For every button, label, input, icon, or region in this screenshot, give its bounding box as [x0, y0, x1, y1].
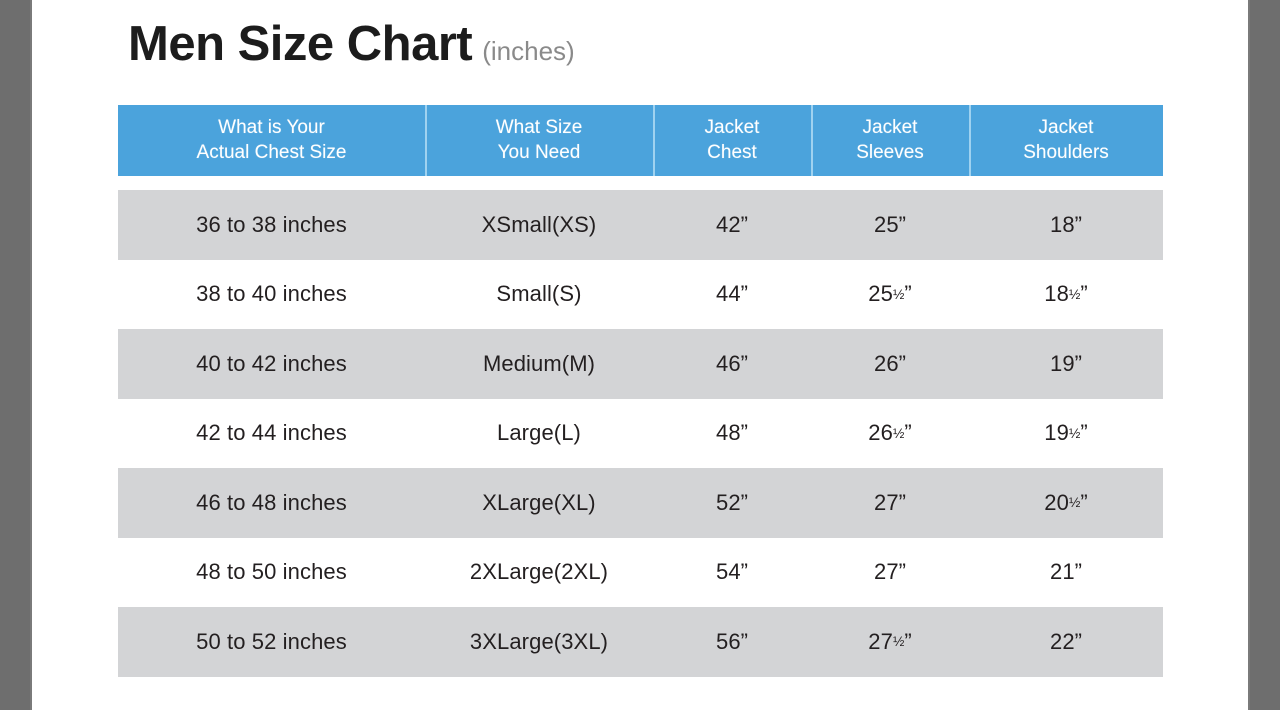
table-row: 40 to 42 inches Medium(M) 46” 26” 19”	[118, 329, 1163, 399]
cell-jacket-chest: 54”	[716, 559, 748, 585]
cell-jacket-shoulders: 18 ½”	[1044, 281, 1088, 307]
cell-jacket-shoulders: 21”	[1050, 559, 1082, 585]
cell-jacket-chest: 56”	[716, 628, 748, 654]
letterbox-left	[0, 0, 32, 710]
page-title: Men Size Chart (inches)	[128, 20, 575, 69]
cell-chest-range: 38 to 40 inches	[196, 281, 347, 307]
cell-chest-range: 50 to 52 inches	[196, 628, 347, 654]
cell-chest-range: 46 to 48 inches	[196, 489, 347, 515]
column-header-jacket-chest: Jacket Chest	[653, 105, 811, 176]
table-row: 38 to 40 inches Small(S) 44” 25 ½” 18 ½”	[118, 259, 1163, 329]
column-header-size-you-need: What Size You Need	[425, 105, 653, 176]
table-row: 42 to 44 inches Large(L) 48” 26 ½” 19 ½”	[118, 398, 1163, 468]
cell-size: XLarge(XL)	[482, 489, 596, 515]
cell-size: XSmall(XS)	[481, 211, 597, 237]
table-body: 36 to 38 inches XSmall(XS) 42” 25” 18” 38 to …	[118, 190, 1163, 677]
page-title-main: Men Size Chart	[128, 17, 473, 71]
table-row: 36 to 38 inches XSmall(XS) 42” 25” 18”	[118, 190, 1163, 260]
letterbox-seam-left	[30, 0, 32, 710]
cell-jacket-shoulders: 18”	[1050, 211, 1082, 237]
column-header-line2: Shoulders	[1023, 141, 1109, 163]
column-header-line1: What Size	[495, 117, 583, 139]
cell-jacket-sleeves: 26 ½”	[868, 420, 912, 446]
cell-jacket-shoulders: 20 ½”	[1044, 489, 1088, 515]
table-row: 48 to 50 inches 2XLarge(2XL) 54” 27” 21”	[118, 537, 1163, 607]
cell-jacket-chest: 42”	[716, 211, 748, 237]
header-body-gap	[118, 176, 1163, 190]
cell-jacket-shoulders: 22”	[1050, 628, 1082, 654]
cell-jacket-chest: 48”	[716, 420, 748, 446]
cell-size: Large(L)	[497, 420, 581, 446]
cell-jacket-shoulders: 19 ½”	[1044, 420, 1088, 446]
table-row: 50 to 52 inches 3XLarge(3XL) 56” 27 ½” 22”	[118, 607, 1163, 677]
cell-jacket-chest: 52”	[716, 489, 748, 515]
table-header-row: What is Your Actual Chest Size What Size…	[118, 105, 1163, 176]
cell-jacket-chest: 44”	[716, 281, 748, 307]
column-header-line1: Jacket	[1038, 117, 1094, 139]
column-header-line1: Jacket	[862, 117, 918, 139]
cell-chest-range: 40 to 42 inches	[196, 350, 347, 376]
cell-size: Small(S)	[496, 281, 582, 307]
cell-chest-range: 48 to 50 inches	[196, 559, 347, 585]
table-row: 46 to 48 inches XLarge(XL) 52” 27” 20 ½”	[118, 468, 1163, 538]
letterbox-seam-right	[1248, 0, 1250, 710]
column-header-jacket-shoulders: Jacket Shoulders	[969, 105, 1163, 176]
page-title-unit: (inches)	[482, 36, 575, 66]
cell-jacket-sleeves: 26”	[874, 350, 906, 376]
cell-jacket-sleeves: 27”	[874, 489, 906, 515]
cell-jacket-sleeves: 27 ½”	[868, 628, 912, 654]
column-header-line2: Actual Chest Size	[196, 141, 347, 163]
column-header-line2: Sleeves	[856, 141, 924, 163]
cell-size: 2XLarge(2XL)	[469, 559, 609, 585]
size-chart-table: What is Your Actual Chest Size What Size…	[118, 105, 1163, 677]
cell-size: 3XLarge(3XL)	[469, 628, 609, 654]
column-header-line2: You Need	[497, 141, 581, 163]
cell-jacket-sleeves: 25 ½”	[868, 281, 912, 307]
slide-surface: Men Size Chart (inches) What is Your Act…	[32, 0, 1248, 710]
cell-size: Medium(M)	[482, 350, 596, 376]
column-header-line1: What is Your	[218, 117, 325, 139]
cell-chest-range: 42 to 44 inches	[196, 420, 347, 446]
cell-jacket-sleeves: 27”	[874, 559, 906, 585]
cell-jacket-sleeves: 25”	[874, 211, 906, 237]
column-header-line2: Chest	[707, 141, 757, 163]
column-header-actual-chest-size: What is Your Actual Chest Size	[118, 105, 425, 176]
column-header-line1: Jacket	[704, 117, 760, 139]
cell-jacket-shoulders: 19”	[1050, 350, 1082, 376]
cell-jacket-chest: 46”	[716, 350, 748, 376]
column-header-jacket-sleeves: Jacket Sleeves	[811, 105, 969, 176]
cell-chest-range: 36 to 38 inches	[196, 211, 347, 237]
letterbox-right	[1248, 0, 1280, 710]
